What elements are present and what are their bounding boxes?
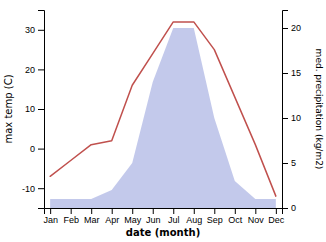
tick: Sep — [207, 208, 223, 225]
tick-mark — [38, 109, 44, 110]
chart-svg: Jan Feb Mar Apr May Jun Jul Aug Sep Oct NovDec -10 0… — [0, 0, 326, 242]
tick-label: Jan — [43, 215, 58, 225]
tick-mark — [112, 208, 113, 214]
tick: 15 — [282, 68, 301, 78]
tick: 20 — [282, 23, 301, 33]
tick-mark — [38, 149, 44, 150]
tick-mark — [214, 208, 215, 214]
x-axis: Jan Feb Mar Apr May Jun Jul Aug Sep Oct NovDec — [43, 208, 284, 225]
tick-label: 20 — [25, 65, 35, 75]
tick: 20 — [25, 65, 44, 75]
tick: 5 — [282, 158, 296, 168]
tick-label: 10 — [25, 104, 35, 114]
tick-label: Jun — [146, 215, 161, 225]
tick: -10 — [22, 184, 44, 194]
tick-mark — [282, 73, 288, 74]
y2-axis-title: med. precipitation (kg/m2) — [314, 49, 324, 170]
tick-mark — [132, 208, 133, 214]
tick: Dec — [268, 208, 285, 225]
tick: 10 — [25, 104, 44, 114]
tick-mark — [38, 30, 44, 31]
tick: Jun — [146, 208, 161, 225]
tick: Nov — [248, 208, 265, 225]
tick-label: May — [124, 215, 142, 225]
tick: Aug — [186, 208, 202, 225]
tick-mark — [38, 188, 44, 189]
tick-mark — [282, 163, 288, 164]
plot: Jan Feb Mar Apr May Jun Jul Aug Sep Oct NovDec -10 0… — [22, 11, 301, 226]
tick-mark — [194, 208, 195, 214]
tick-mark — [235, 208, 236, 214]
tick-label: Dec — [268, 215, 285, 225]
tick-label: Mar — [84, 215, 100, 225]
tick-label: 15 — [291, 68, 301, 78]
tick: 30 — [25, 25, 44, 35]
tick-mark — [282, 208, 288, 209]
tick-label: Nov — [248, 215, 265, 225]
tick-label: 0 — [291, 203, 296, 213]
y-axis-title: max temp (C) — [3, 74, 14, 143]
tick-mark — [38, 69, 44, 70]
tick-label: 10 — [291, 113, 301, 123]
tick: Jan — [43, 208, 58, 225]
tick-mark — [91, 208, 92, 214]
y2-axis-line — [283, 11, 289, 209]
y-axis: -10 0 10 20 30 — [22, 11, 45, 209]
tick-label: 20 — [291, 23, 301, 33]
tick-mark — [153, 208, 154, 214]
precip-area — [50, 28, 276, 208]
x-axis-title: date (month) — [126, 227, 200, 238]
tick-mark — [50, 208, 51, 214]
x-axis-line — [45, 209, 283, 215]
temp-line — [50, 22, 276, 196]
tick-mark — [282, 118, 288, 119]
tick-label: 0 — [30, 144, 35, 154]
tick: 10 — [282, 113, 301, 123]
tick-mark — [255, 208, 256, 214]
tick-mark — [276, 208, 277, 214]
tick-label: -10 — [22, 184, 35, 194]
tick-label: Sep — [207, 215, 223, 225]
marks — [50, 22, 276, 208]
tick-label: 5 — [291, 158, 296, 168]
tick: 0 — [282, 203, 296, 213]
tick-mark — [173, 208, 174, 214]
y2-axis: 0 5 10 15 20 — [282, 11, 301, 214]
tick: Feb — [63, 208, 79, 225]
tick: Apr — [105, 208, 119, 225]
tick-mark — [71, 208, 72, 214]
tick: Mar — [84, 208, 100, 225]
tick-label: Aug — [186, 215, 202, 225]
chart-container: Jan Feb Mar Apr May Jun Jul Aug Sep Oct NovDec -10 0… — [0, 0, 326, 242]
tick-label: 30 — [25, 25, 35, 35]
tick-label: Jul — [168, 215, 180, 225]
tick: May — [124, 208, 142, 225]
tick-label: Apr — [105, 215, 119, 225]
tick: 0 — [30, 144, 44, 154]
tick-mark — [282, 28, 288, 29]
y-axis-line — [38, 11, 45, 209]
tick-label: Feb — [63, 215, 79, 225]
tick-label: Oct — [228, 215, 243, 225]
tick: Jul — [168, 208, 180, 225]
tick: Oct — [228, 208, 243, 225]
